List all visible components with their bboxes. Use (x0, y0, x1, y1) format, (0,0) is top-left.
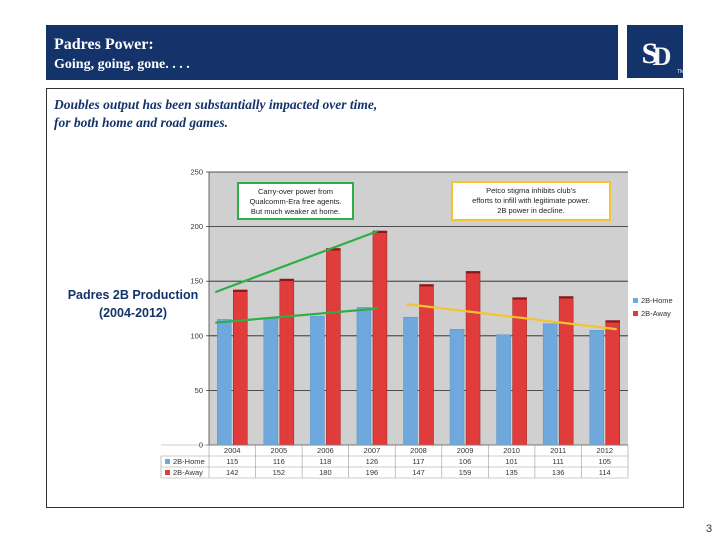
y-tick-label: 100 (190, 331, 203, 340)
table-away-value: 180 (319, 468, 332, 477)
table-away-key (165, 470, 170, 475)
legend-away-key (633, 311, 638, 316)
away-bar (279, 278, 295, 446)
x-tick-label: 2005 (270, 446, 287, 455)
x-tick-label: 2006 (317, 446, 334, 455)
home-bar (449, 328, 465, 446)
x-tick-label: 2009 (457, 446, 474, 455)
table-home-key (165, 459, 170, 464)
table-home-value: 101 (505, 457, 518, 466)
table-home-value: 105 (598, 457, 611, 466)
annotation-box (451, 181, 611, 221)
home-bar (403, 316, 418, 446)
description-line-2: for both home and road games. (54, 115, 229, 130)
table-away-value: 159 (459, 468, 472, 477)
annotation-text: efforts to infill with legitimate power. (472, 196, 590, 205)
y-tick-label: 50 (195, 386, 203, 395)
home-bar (263, 318, 279, 446)
table-home-value: 117 (413, 457, 425, 466)
away-bar-cap (419, 284, 434, 287)
home-bar (356, 307, 372, 446)
table-home-value: 126 (366, 457, 379, 466)
away-bar (326, 248, 341, 446)
legend-home-key (633, 298, 638, 303)
table-away-value: 196 (366, 468, 379, 477)
away-bar-cap (605, 320, 620, 323)
away-bar-cap (466, 271, 481, 274)
description-line-1: Doubles output has been substantially im… (54, 97, 378, 112)
slide-subtitle: Going, going, gone. . . . (54, 57, 190, 72)
away-bar (512, 297, 527, 446)
side-label-line-1: Padres 2B Production (67, 288, 199, 302)
x-tick-label: 2004 (224, 446, 241, 455)
annotation-box (237, 182, 354, 220)
sd-monogram-icon: S D TM (642, 37, 685, 75)
svg-text:TM: TM (677, 69, 683, 75)
x-tick-label: 2007 (364, 446, 381, 455)
chart-side-label: Padres 2B Production (2004-2012) (54, 286, 212, 322)
annotation-text: Qualcomm-Era free agents. (249, 197, 341, 206)
table-home-label: 2B-Home (173, 457, 205, 466)
home-bar (542, 323, 558, 446)
table-away-value: 114 (599, 468, 611, 477)
away-bar (372, 230, 388, 446)
y-tick-label: 150 (190, 277, 203, 286)
trendline (406, 303, 617, 331)
y-tick-label: 250 (190, 168, 203, 177)
away-bar-cap (279, 279, 294, 282)
x-tick-label: 2011 (550, 446, 566, 455)
home-bar (589, 330, 604, 446)
table-away-value: 135 (505, 468, 518, 477)
annotation-text: Petco stigma inhibits club's (486, 186, 576, 195)
table-home-value: 106 (459, 457, 472, 466)
away-bar-cap (512, 297, 527, 300)
header-banner: Padres Power: Going, going, gone. . . . (46, 25, 618, 80)
legend-away-label: 2B-Away (641, 309, 671, 318)
x-tick-label: 2010 (503, 446, 520, 455)
padres-logo: S D TM (627, 25, 685, 78)
away-bar-cap (326, 248, 341, 251)
page-number: 3 (706, 523, 713, 535)
content-frame: Doubles output has been substantially im… (46, 88, 684, 508)
trendline (215, 307, 379, 324)
table-home-value: 118 (319, 457, 331, 466)
away-bar (558, 296, 574, 446)
table-away-value: 142 (226, 468, 239, 477)
y-tick-label: 200 (190, 222, 203, 231)
table-away-value: 152 (273, 468, 286, 477)
svg-text:D: D (653, 42, 672, 71)
slide-description: Doubles output has been substantially im… (54, 96, 377, 132)
away-bar-cap (559, 296, 574, 299)
away-bar-cap (372, 230, 387, 233)
home-bar (496, 334, 511, 446)
x-tick-label: 2008 (410, 446, 427, 455)
away-bar-cap (233, 289, 248, 292)
side-label-line-2: (2004-2012) (98, 306, 168, 320)
legend-home-label: 2B-Home (641, 296, 673, 305)
table-away-value: 136 (552, 468, 565, 477)
table-home-value: 115 (226, 457, 238, 466)
annotation-text: 2B power in decline. (497, 206, 565, 215)
svg-text:S: S (642, 37, 659, 70)
table-home-value: 111 (552, 457, 563, 466)
x-tick-label: 2012 (596, 446, 613, 455)
table-home-value: 116 (273, 457, 285, 466)
away-bar (605, 320, 620, 446)
away-bar (233, 289, 248, 446)
annotation-text: But much weaker at home. (251, 207, 340, 216)
table-away-value: 147 (412, 468, 425, 477)
home-bar (217, 319, 232, 446)
trendline (214, 229, 379, 294)
away-bar (419, 284, 434, 446)
away-bar (465, 271, 481, 446)
annotation-text: Carry-over power from (258, 187, 333, 196)
home-bar (310, 315, 325, 446)
table-away-label: 2B-Away (173, 468, 203, 477)
slide-title: Padres Power: (54, 36, 154, 53)
